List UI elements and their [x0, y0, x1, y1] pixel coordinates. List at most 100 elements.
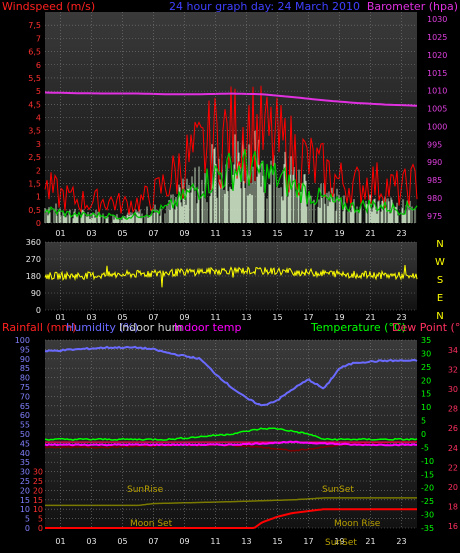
humidity-tick-label: 45	[20, 439, 30, 448]
temp-humidity-panel: Rainfall (mm) Humidity (%) Indoor hum In…	[2, 321, 460, 548]
x-tick-label: 19	[334, 229, 344, 238]
barometer-tick-label: 980	[427, 194, 442, 203]
temp-tick-labels: 0510152025303540455055606570758085909510…	[15, 336, 458, 546]
x-tick-label: 07	[148, 313, 158, 322]
rainfall-tick-label: 30	[33, 468, 43, 477]
windspeed-tick-label: 6,5	[28, 48, 41, 57]
humidity-tick-label: 70	[20, 392, 30, 401]
direction-tick-label: 90	[31, 289, 41, 298]
humidity-tick-label: 10	[20, 505, 30, 514]
direction-grid	[45, 241, 417, 311]
humidity-line	[44, 345, 418, 407]
dewpoint-tick-label: 30	[448, 385, 458, 394]
humidity-tick-label: 95	[20, 345, 30, 354]
windspeed-tick-label: 7	[36, 34, 41, 43]
x-tick-label: 03	[86, 313, 96, 322]
compass-label: S	[437, 275, 443, 286]
barometer-tick-label: 1020	[427, 51, 447, 60]
temperature-tick-label: 5	[421, 417, 426, 426]
x-tick-label: 07	[148, 229, 158, 238]
temperature-tick-label: 10	[421, 403, 431, 412]
wind-direction-line	[44, 264, 418, 288]
x-tick-label: 15	[272, 229, 282, 238]
temperature-tick-label: -10	[421, 457, 434, 466]
x-tick-label: 19	[334, 313, 344, 322]
dewpoint-tick-label: 22	[448, 463, 458, 472]
solar-line	[45, 497, 417, 507]
temperature-tick-label: -25	[421, 497, 434, 506]
humidity-tick-label: 15	[20, 496, 30, 505]
x-tick-label: 11	[210, 229, 220, 238]
windspeed-tick-label: 2,5	[28, 153, 41, 162]
x-tick-label: 15	[272, 313, 282, 322]
barometer-tick-label: 1010	[427, 87, 447, 96]
chart-title: 24 hour graph day: 24 March 2010	[169, 0, 360, 13]
dewpoint-tick-label: 24	[448, 444, 458, 453]
humidity-tick-label: 100	[15, 336, 30, 345]
humidity-tick-label: 80	[20, 374, 30, 383]
windspeed-tick-label: 1,5	[28, 179, 41, 188]
temperature-tick-label: -35	[421, 524, 434, 533]
windspeed-tick-label: 0,5	[28, 206, 41, 215]
barometer-tick-label: 975	[427, 212, 442, 221]
humidity-tick-label: 5	[25, 515, 30, 524]
rainfall-tick-label: 25	[33, 477, 43, 486]
humidity-tick-label: 20	[20, 486, 30, 495]
dewpoint-tick-label: 34	[448, 346, 458, 355]
x-tick-label: 03	[86, 229, 96, 238]
x-tick-label: 03	[86, 537, 96, 546]
rainfall-tick-label: 0	[38, 524, 43, 533]
x-tick-label: 09	[179, 537, 189, 546]
x-tick-label: 05	[117, 229, 127, 238]
x-tick-label: 01	[55, 537, 65, 546]
x-tick-label: 23	[396, 537, 406, 546]
barometer-tick-label: 995	[427, 140, 442, 149]
humidity-tick-label: 55	[20, 421, 30, 430]
dewpoint-tick-label: 28	[448, 405, 458, 414]
wind-tick-labels: 0 0,5 1 1,5 2 2,5 3 3,5 4 4,5 5 5,5 6 6,5 7 7,5 975 980 98…	[28, 12, 447, 238]
direction-tick-label: 360	[26, 238, 41, 247]
barometer-tick-label: 1005	[427, 105, 447, 114]
barometer-tick-label: 1030	[427, 15, 447, 24]
dewpoint-label: Dew Point (°C)	[392, 321, 460, 334]
temperature-tick-label: -30	[421, 511, 434, 520]
x-tick-label: 17	[303, 537, 313, 546]
barometer-tick-label: 1025	[427, 33, 447, 42]
x-tick-label: 05	[117, 313, 127, 322]
x-tick-label: 09	[179, 313, 189, 322]
humidity-tick-label: 65	[20, 402, 30, 411]
dewpoint-tick-label: 18	[448, 502, 458, 511]
dewpoint-tick-label: 20	[448, 483, 458, 492]
x-tick-label: 21	[365, 229, 375, 238]
temperature-tick-label: 25	[421, 363, 431, 372]
windspeed-tick-label: 3	[36, 140, 41, 149]
windspeed-axis-label: Windspeed (m/s)	[2, 0, 95, 13]
rainfall-tick-label: 10	[33, 505, 43, 514]
compass-label: N	[436, 311, 443, 322]
x-tick-label: 17	[303, 229, 313, 238]
moonrise-annotation: Moon Rise	[334, 519, 381, 529]
temperature-label: Temperature (°C)	[310, 321, 406, 334]
windspeed-tick-label: 5	[36, 87, 41, 96]
temperature-tick-label: 35	[421, 336, 431, 345]
humidity-label: Humidity (%)	[66, 321, 138, 334]
dewpoint-tick-label: 26	[448, 424, 458, 433]
temperature-tick-label: -20	[421, 484, 434, 493]
temperature-tick-label: -15	[421, 470, 434, 479]
rainfall-tick-label: 20	[33, 486, 43, 495]
x-tick-label: 17	[303, 313, 313, 322]
compass-label: E	[437, 293, 443, 304]
wind-series	[44, 85, 418, 223]
windspeed-tick-label: 7,5	[28, 21, 41, 30]
dewpoint-tick-label: 16	[448, 522, 458, 531]
x-tick-label: 19	[334, 537, 344, 546]
x-tick-label: 13	[241, 537, 251, 546]
x-tick-label: 07	[148, 537, 158, 546]
humidity-tick-label: 40	[20, 449, 30, 458]
x-tick-label: 23	[396, 313, 406, 322]
x-tick-label: 15	[272, 537, 282, 546]
x-tick-label: 13	[241, 313, 251, 322]
x-tick-label: 09	[179, 229, 189, 238]
